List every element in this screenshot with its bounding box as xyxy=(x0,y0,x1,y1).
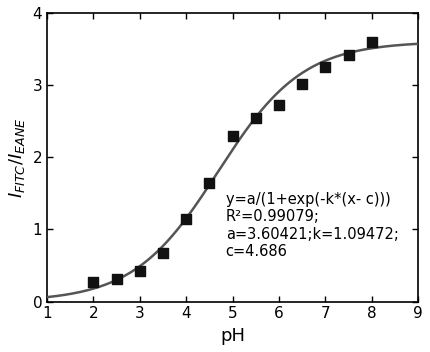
Point xyxy=(299,82,306,87)
Y-axis label: $I_{FITC}/I_{EANE}$: $I_{FITC}/I_{EANE}$ xyxy=(7,117,27,197)
Point xyxy=(136,268,143,274)
Point xyxy=(322,64,329,70)
Point xyxy=(90,279,97,285)
Text: y=a/(1+exp(-k*(x- c)))
R²=0.99079;
a=3.60421;k=1.09472;
c=4.686: y=a/(1+exp(-k*(x- c))) R²=0.99079; a=3.6… xyxy=(226,192,399,259)
Point xyxy=(160,250,166,256)
Point xyxy=(276,102,283,107)
Point xyxy=(183,216,190,221)
Point xyxy=(113,276,120,281)
Point xyxy=(229,133,236,138)
Point xyxy=(369,39,375,45)
Point xyxy=(252,115,259,120)
X-axis label: pH: pH xyxy=(220,327,245,345)
Point xyxy=(345,52,352,58)
Point xyxy=(206,180,213,186)
